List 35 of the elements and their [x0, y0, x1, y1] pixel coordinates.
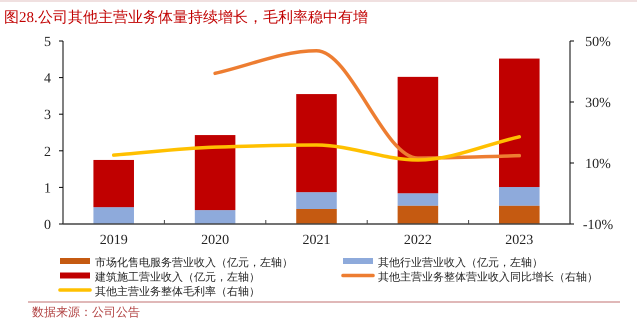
y2-tick-label: 30% [585, 96, 612, 111]
y2-tick-label: -10% [582, 218, 614, 233]
bar [194, 135, 236, 210]
bar [499, 206, 540, 224]
x-tick-label: 2020 [201, 233, 230, 248]
source-note: 数据来源：公司公告 [32, 305, 140, 319]
legend-label: 建筑施工营业收入（亿元，左轴） [94, 270, 260, 284]
bar [93, 207, 134, 224]
bar [296, 208, 337, 224]
bar [296, 94, 337, 192]
bar [499, 58, 540, 188]
y-tick-label: 5 [44, 35, 51, 50]
legend-label: 其他主营业务整体营业收入同比增长（右轴） [378, 270, 598, 284]
bar [398, 76, 438, 194]
y-tick-label: 2 [44, 144, 51, 160]
legend-label: 其他行业营业收入（亿元，左轴） [378, 256, 543, 269]
legend-label: 市场化售电服务营业收入（亿元，左轴） [95, 256, 293, 269]
y2-tick-label: 10% [585, 157, 612, 172]
bar [93, 160, 134, 208]
x-tick-label: 2021 [302, 233, 330, 248]
x-tick-label: 2022 [404, 233, 432, 248]
bar [398, 206, 438, 224]
bar [296, 192, 337, 209]
y-tick-label: 3 [44, 108, 51, 124]
bar [398, 193, 438, 206]
legend-label: 其他主营业务整体毛利率（右轴） [95, 285, 260, 298]
y-tick-label: 4 [44, 72, 51, 87]
y2-tick-label: 50% [585, 35, 612, 50]
y-tick-label: 1 [44, 181, 51, 196]
y-tick-label: 0 [44, 218, 51, 233]
chart-title: 图28.公司其他主营业务体量持续增长，毛利率稳中有增 [4, 9, 368, 26]
bar [499, 187, 540, 206]
x-tick-label: 2023 [505, 233, 534, 248]
bar [194, 210, 236, 224]
x-tick-label: 2019 [100, 233, 128, 248]
